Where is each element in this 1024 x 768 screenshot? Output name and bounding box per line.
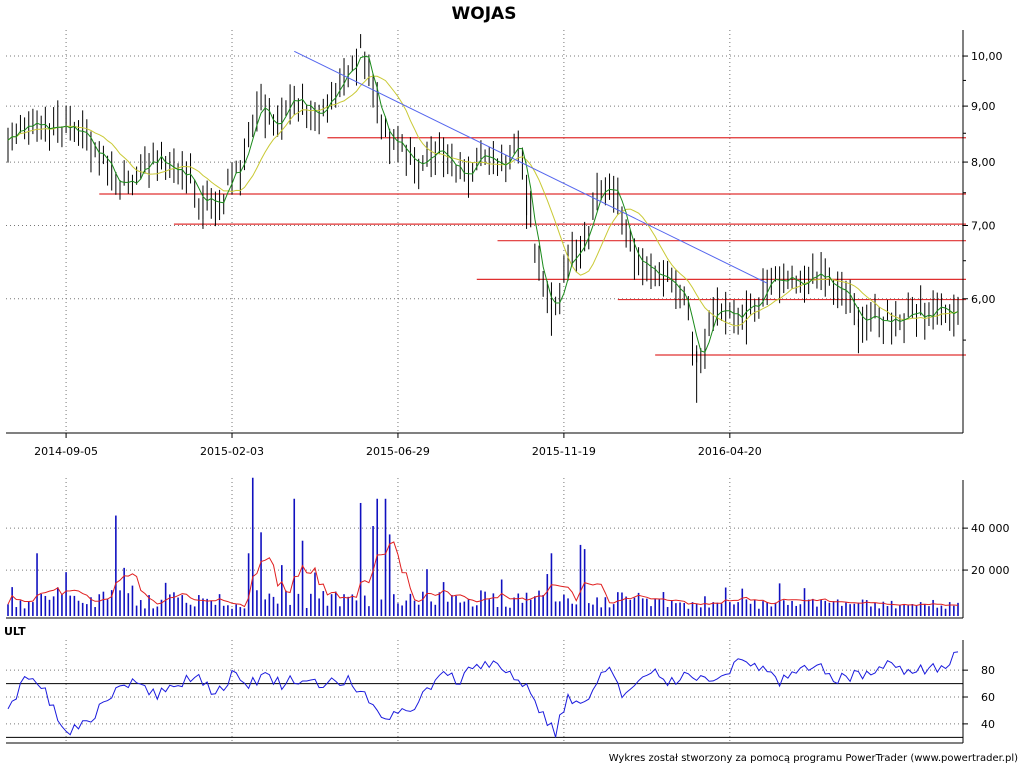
price-y-ticks: 10,00 9,00 8,00 7,00 6,00 (963, 50, 1003, 341)
price-y-tick-label: 6,00 (971, 293, 996, 306)
volume-y-ticks: 40 000 20 000 (963, 522, 1010, 577)
ult-grid (6, 640, 963, 743)
moving-average-short (7, 55, 959, 353)
ult-panel: ULT 80 60 40 (4, 625, 995, 744)
price-x-tick-label: 2015-11-19 (532, 445, 596, 458)
price-y-tick-label: 7,00 (971, 220, 996, 233)
ult-guides (6, 683, 963, 738)
chart-title: WOJAS (452, 4, 517, 24)
price-y-tick-label: 8,00 (971, 156, 996, 169)
price-x-tick-label: 2015-02-03 (200, 445, 264, 458)
price-grid (6, 30, 963, 433)
volume-panel: 40 000 20 000 (6, 477, 1010, 619)
support-lines (99, 137, 966, 356)
ult-label: ULT (4, 625, 26, 638)
ult-y-tick-label: 80 (981, 664, 995, 677)
ult-y-tick-label: 60 (981, 691, 995, 704)
volume-moving-average (7, 541, 959, 608)
price-x-ticks: 2014-09-05 2015-02-03 2015-06-29 2015-11-19… (34, 433, 762, 458)
ult-y-ticks: 80 60 40 (963, 664, 995, 731)
price-x-tick-label: 2016-04-20 (698, 445, 762, 458)
volume-bars (7, 477, 959, 616)
price-x-tick-label: 2014-09-05 (34, 445, 98, 458)
price-bars (7, 34, 959, 403)
ult-line (7, 651, 959, 738)
ult-y-tick-label: 40 (981, 718, 995, 731)
volume-y-tick-label: 40 000 (971, 522, 1010, 535)
price-panel: 10,00 9,00 8,00 7,00 6,00 2014-09-05 2015-02-… (6, 30, 1003, 458)
volume-y-tick-label: 20 000 (971, 564, 1010, 577)
downtrend-line (294, 50, 768, 284)
price-y-tick-label: 9,00 (971, 100, 996, 113)
price-y-tick-label: 10,00 (971, 50, 1003, 63)
price-x-tick-label: 2015-06-29 (366, 445, 430, 458)
moving-average-long (7, 75, 959, 327)
footer-credit: Wykres został stworzony za pomocą progra… (609, 753, 1018, 764)
